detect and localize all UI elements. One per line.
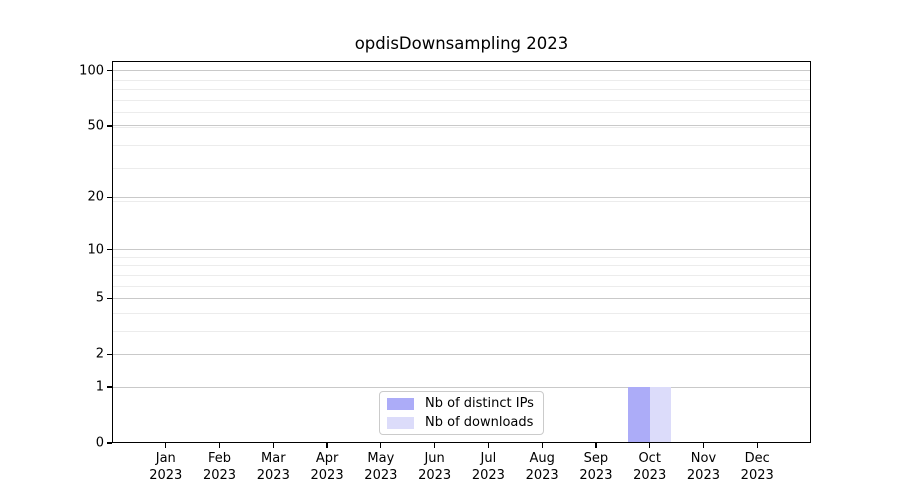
y-gridline-minor [112, 126, 811, 128]
x-tick-label: Aug 2023 [525, 451, 559, 483]
y-gridline-minor [112, 330, 811, 332]
legend-label-distinct-ips: Nb of distinct IPs [425, 395, 534, 411]
y-gridline-minor [112, 285, 811, 287]
chart-title: opdisDownsampling 2023 [354, 34, 569, 53]
x-tick-label: May 2023 [364, 451, 398, 483]
x-tick-label: Nov 2023 [686, 451, 720, 483]
y-tick-mark [107, 248, 112, 251]
x-tick-mark [326, 443, 328, 448]
y-tick-label: 5 [95, 290, 104, 306]
y-gridline-minor [112, 99, 811, 101]
y-gridline-minor [112, 112, 811, 114]
y-tick-label: 0 [95, 435, 104, 451]
y-gridline-minor [112, 144, 811, 146]
x-tick-mark [433, 443, 436, 448]
bar-downloads [649, 387, 672, 443]
y-gridline-minor [112, 256, 811, 258]
legend-swatch-downloads-icon [387, 416, 414, 429]
x-tick-label: Dec 2023 [740, 451, 774, 483]
y-gridline-minor [112, 265, 811, 267]
x-tick-mark [380, 443, 382, 448]
y-gridline-minor [112, 79, 811, 81]
y-gridline-minor [112, 89, 811, 91]
x-tick-mark [702, 443, 705, 448]
y-tick-label: 1 [95, 379, 104, 395]
x-tick-mark [218, 443, 221, 448]
y-tick-label: 50 [87, 118, 104, 134]
y-tick-label: 10 [87, 242, 104, 258]
y-gridline-minor [112, 312, 811, 314]
y-gridline-minor [112, 274, 811, 276]
x-tick-label: Sep 2023 [579, 451, 613, 483]
y-tick-mark [107, 297, 112, 300]
x-tick-label: Apr 2023 [310, 451, 344, 483]
x-tick-label: Mar 2023 [256, 451, 290, 483]
x-tick-label: Oct 2023 [633, 451, 667, 483]
y-tick-label: 100 [79, 63, 104, 79]
y-tick-mark [107, 125, 112, 127]
y-gridline-minor [112, 200, 811, 202]
y-gridline-major [112, 249, 811, 251]
y-tick-mark [107, 70, 112, 72]
legend-item-downloads: Nb of downloads [387, 415, 535, 430]
x-tick-label: Jul 2023 [471, 451, 505, 483]
x-tick-mark [487, 443, 490, 448]
y-gridline-major [112, 386, 811, 388]
x-tick-label: Jun 2023 [418, 451, 452, 483]
x-tick-label: Jan 2023 [149, 451, 183, 483]
y-gridline-major [112, 70, 811, 72]
x-tick-mark [541, 443, 543, 448]
y-tick-label: 20 [87, 189, 104, 205]
y-gridline-major [112, 196, 811, 198]
legend-item-distinct-ips: Nb of distinct IPs [387, 396, 535, 411]
legend-swatch-distinct-ips-icon [387, 397, 414, 410]
bar-distinct-ips [628, 387, 650, 443]
y-gridline-major [112, 125, 811, 127]
x-tick-mark [595, 443, 597, 448]
x-tick-mark [272, 443, 274, 448]
x-tick-mark [756, 443, 758, 448]
y-tick-mark [107, 196, 112, 199]
x-tick-mark [165, 443, 167, 448]
y-tick-mark [107, 386, 112, 388]
y-gridline-major [112, 297, 811, 299]
x-tick-label: Feb 2023 [202, 451, 237, 483]
legend: Nb of distinct IPs Nb of downloads [379, 391, 544, 435]
y-gridline-major [112, 353, 811, 355]
legend-label-downloads: Nb of downloads [425, 414, 534, 430]
y-gridline-minor [112, 168, 811, 170]
x-tick-mark [649, 443, 651, 448]
y-tick-label: 2 [95, 346, 104, 362]
y-tick-mark [107, 442, 112, 444]
y-tick-mark [107, 353, 112, 356]
